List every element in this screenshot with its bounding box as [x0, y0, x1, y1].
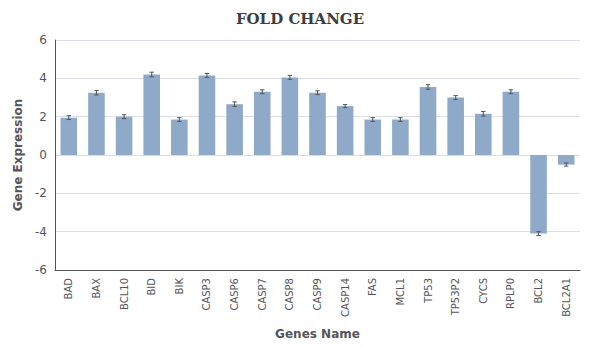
svg-text:0: 0 — [39, 148, 47, 162]
svg-text:Gene Expression: Gene Expression — [11, 99, 25, 212]
svg-text:CYCS: CYCS — [478, 278, 489, 304]
svg-text:CASP6: CASP6 — [229, 278, 240, 311]
svg-text:-6: -6 — [35, 263, 47, 277]
svg-text:CASP9: CASP9 — [312, 278, 323, 311]
svg-text:4: 4 — [39, 71, 47, 85]
svg-text:BAX: BAX — [91, 278, 102, 299]
svg-text:Genes Name: Genes Name — [275, 327, 360, 341]
svg-text:CASP8: CASP8 — [284, 278, 295, 311]
svg-text:BAD: BAD — [63, 278, 74, 300]
svg-text:FAS: FAS — [367, 278, 378, 296]
svg-text:TP53: TP53 — [423, 278, 434, 304]
svg-text:TP53P2: TP53P2 — [450, 278, 461, 316]
svg-text:CASP14: CASP14 — [340, 278, 351, 317]
svg-text:BCL10: BCL10 — [119, 278, 130, 310]
svg-text:-2: -2 — [35, 186, 47, 200]
svg-text:6: 6 — [39, 33, 47, 47]
svg-text:BCL2A1: BCL2A1 — [561, 278, 572, 317]
svg-text:FOLD CHANGE: FOLD CHANGE — [236, 10, 364, 28]
svg-text:2: 2 — [39, 110, 47, 124]
svg-text:RPLP0: RPLP0 — [505, 278, 516, 309]
svg-text:-4: -4 — [35, 225, 47, 239]
svg-text:BIK: BIK — [174, 278, 185, 295]
svg-text:BID: BID — [146, 278, 157, 296]
svg-text:BCL2: BCL2 — [533, 278, 544, 304]
svg-text:CASP7: CASP7 — [257, 278, 268, 311]
svg-text:CASP3: CASP3 — [201, 278, 212, 311]
svg-text:MCL1: MCL1 — [395, 278, 406, 306]
